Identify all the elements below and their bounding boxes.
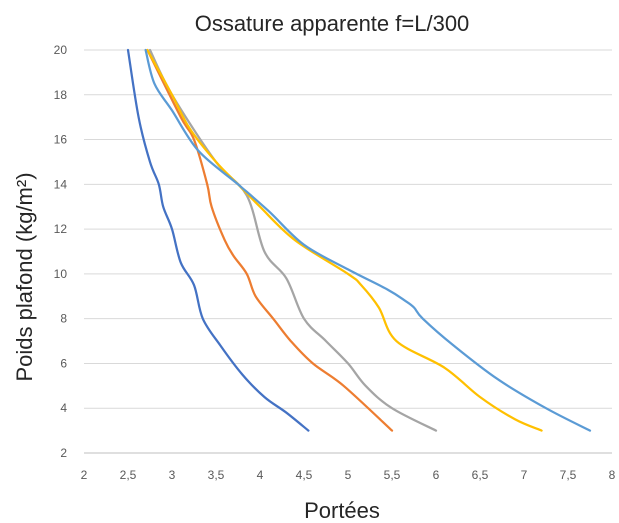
- series-line-4: [146, 48, 543, 432]
- x-tick-label: 4,5: [296, 468, 313, 482]
- x-tick-label: 8: [609, 468, 616, 482]
- x-axis-title: Portées: [304, 498, 380, 523]
- x-tick-label: 7: [521, 468, 528, 482]
- x-tick-label: 4: [257, 468, 264, 482]
- series-line-2: [146, 48, 394, 432]
- x-tick-label: 2,5: [120, 468, 137, 482]
- y-tick-label: 8: [60, 312, 67, 326]
- x-tick-label: 5,5: [384, 468, 401, 482]
- series-line-1: [126, 48, 310, 432]
- y-axis-title: Poids plafond (kg/m²): [12, 172, 37, 381]
- x-tick-label: 6: [433, 468, 440, 482]
- y-tick-label: 16: [54, 133, 68, 147]
- y-tick-label: 2: [60, 446, 67, 460]
- y-tick-label: 6: [60, 356, 67, 370]
- y-axis-ticks: 2 4 6 8 10 12 14 16 18 20: [54, 43, 68, 460]
- x-tick-label: 2: [81, 468, 88, 482]
- series-line-5: [144, 48, 592, 432]
- x-tick-label: 5: [345, 468, 352, 482]
- x-tick-label: 3: [169, 468, 176, 482]
- y-tick-label: 12: [54, 222, 68, 236]
- gridlines: [84, 49, 612, 454]
- x-tick-label: 3,5: [208, 468, 225, 482]
- y-tick-label: 20: [54, 43, 68, 57]
- x-axis-ticks: 2 2,5 3 3,5 4 4,5 5 5,5 6 6,5 7 7,5 8: [81, 468, 616, 482]
- x-tick-label: 6,5: [472, 468, 489, 482]
- y-tick-label: 18: [54, 88, 68, 102]
- series-line-3: [148, 48, 438, 432]
- y-tick-label: 14: [54, 177, 68, 191]
- chart-title: Ossature apparente f=L/300: [195, 11, 470, 36]
- y-tick-label: 10: [54, 267, 68, 281]
- series-group: [126, 48, 592, 432]
- y-tick-label: 4: [60, 401, 67, 415]
- x-tick-label: 7,5: [560, 468, 577, 482]
